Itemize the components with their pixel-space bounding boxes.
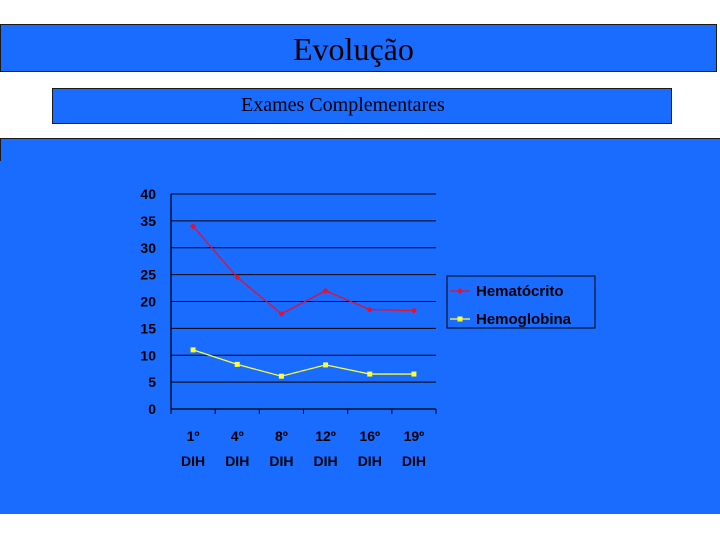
data-point xyxy=(366,306,373,313)
data-point xyxy=(367,371,373,377)
x-tick-label: 1º xyxy=(187,428,200,444)
x-tick-label: DIH xyxy=(181,453,205,469)
data-point xyxy=(322,287,329,294)
data-point xyxy=(410,307,417,314)
series-line-0 xyxy=(192,225,414,315)
slide-title: Evolução xyxy=(293,31,414,67)
x-tick-label: DIH xyxy=(358,453,382,469)
subtitle-box: Exames Complementares xyxy=(52,88,672,124)
x-tick-label: 8º xyxy=(275,428,288,444)
data-point xyxy=(278,310,285,317)
data-point xyxy=(411,371,417,377)
x-tick-label: 16º xyxy=(359,428,380,444)
series-line-1 xyxy=(192,349,414,377)
y-tick-label: 20 xyxy=(140,294,156,310)
y-tick-label: 30 xyxy=(140,240,156,256)
panel-edge-mark xyxy=(0,139,1,161)
axis-layer: 0 5 10 15 20 25 30 35 40 1º DIH 4º DIH 8º DIH 12º DIH 16º… xyxy=(140,186,437,469)
x-tick-label: DIH xyxy=(402,453,426,469)
series-layer xyxy=(190,223,417,379)
grid-layer xyxy=(171,193,436,383)
y-tick-label: 5 xyxy=(148,374,156,390)
legend-label: Hemoglobina xyxy=(476,311,572,328)
chart-panel xyxy=(0,138,720,514)
data-point xyxy=(190,347,196,353)
data-point xyxy=(190,223,197,230)
x-tick-label: DIH xyxy=(314,453,338,469)
x-tick-label: 19º xyxy=(404,428,425,444)
y-tick-label: 40 xyxy=(140,186,156,202)
x-tick-label: DIH xyxy=(225,453,249,469)
title-bar: Evolução xyxy=(0,24,717,72)
data-point xyxy=(323,362,329,368)
y-tick-label: 35 xyxy=(140,213,156,229)
legend-marker xyxy=(457,288,463,294)
slide-subtitle: Exames Complementares xyxy=(241,94,445,116)
y-tick-label: 15 xyxy=(140,320,156,336)
legend-marker xyxy=(457,316,463,322)
y-tick-label: 25 xyxy=(140,267,156,283)
legend-box xyxy=(446,275,596,329)
x-tick-label: DIH xyxy=(269,453,293,469)
legend: Hematócrito Hemoglobina xyxy=(446,275,596,329)
data-point xyxy=(278,373,284,379)
data-point xyxy=(234,361,240,367)
y-tick-label: 0 xyxy=(148,401,156,417)
data-point xyxy=(234,274,241,281)
x-tick-label: 12º xyxy=(315,428,336,444)
x-tick-label: 4º xyxy=(231,428,244,444)
y-tick-label: 10 xyxy=(140,347,156,363)
legend-label: Hematócrito xyxy=(476,283,564,300)
